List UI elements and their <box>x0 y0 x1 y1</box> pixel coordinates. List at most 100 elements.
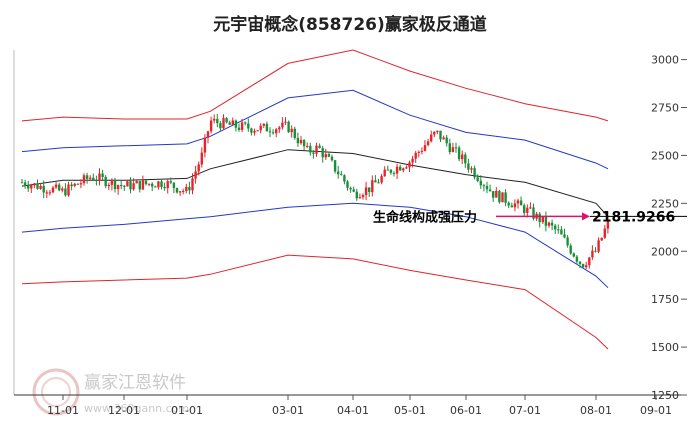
candle-body <box>45 192 48 194</box>
candle-body <box>27 185 30 189</box>
candle-body <box>250 128 253 133</box>
candle-body <box>563 234 566 238</box>
candle-body <box>132 183 135 190</box>
candle-body <box>572 253 575 257</box>
watermark: 赢家江恩软件 www.360gann.com <box>32 368 189 416</box>
candle-body <box>144 180 148 185</box>
candle-body <box>237 127 241 130</box>
candle-body <box>560 229 563 235</box>
x-tick-label: 08-01 <box>580 404 612 417</box>
candle-body <box>420 150 424 152</box>
candle-body <box>550 222 554 226</box>
candle-body <box>467 163 470 170</box>
candle-body <box>175 188 179 193</box>
candle-body <box>138 181 141 190</box>
x-tick-label: 03-01 <box>272 404 304 417</box>
candle-body <box>321 148 324 158</box>
candle-body <box>430 134 433 142</box>
plot-area <box>13 49 687 396</box>
candle-body <box>414 152 417 159</box>
candle-body <box>67 184 70 196</box>
candle-body <box>92 177 95 180</box>
candle-body <box>454 147 458 149</box>
candle-body <box>346 181 349 188</box>
watermark-logo <box>32 368 80 416</box>
candle-body <box>485 185 489 190</box>
candle-body <box>371 180 374 193</box>
candle-body <box>547 222 551 226</box>
candle-body <box>58 184 61 191</box>
candle-body <box>544 216 548 226</box>
candle-body <box>200 152 203 165</box>
candlesticks <box>20 113 610 269</box>
candle-body <box>426 141 430 146</box>
candle-body <box>423 145 427 151</box>
candle-body <box>386 169 389 171</box>
candle-body <box>318 145 321 148</box>
candle-body <box>76 183 79 185</box>
candle-body <box>541 216 544 223</box>
x-tick-label: 05-01 <box>394 404 426 417</box>
candle-body <box>299 139 303 144</box>
candle-body <box>340 174 343 176</box>
candle-body <box>380 176 383 183</box>
candle-body <box>101 173 104 177</box>
candle-body <box>399 166 402 171</box>
candle-body <box>197 164 200 172</box>
candle-body <box>389 169 393 173</box>
candle-body <box>194 171 197 179</box>
candle-body <box>513 203 517 208</box>
candle-body <box>82 175 86 184</box>
candle-body <box>39 185 42 189</box>
candle-body <box>581 264 585 268</box>
candle-body <box>352 189 355 192</box>
candle-body <box>578 261 582 264</box>
candle-body <box>166 181 169 189</box>
candle-body <box>603 228 606 238</box>
candle-body <box>135 181 138 184</box>
candle-body <box>20 182 24 184</box>
annotation: 生命线构成强压力 2181.9266 <box>373 209 687 225</box>
candle-body <box>408 162 411 168</box>
candle-body <box>216 118 219 124</box>
candle-body <box>129 181 132 190</box>
candle-body <box>349 187 352 190</box>
inner-lower-band <box>21 202 609 289</box>
candle-body <box>191 178 194 191</box>
candle-body <box>315 145 318 154</box>
candle-body <box>259 125 262 131</box>
candle-body <box>54 184 58 188</box>
x-tick-label: 06-01 <box>450 404 482 417</box>
candle-body <box>222 118 225 129</box>
candle-body <box>262 123 265 126</box>
candle-body <box>213 118 216 121</box>
y-tick-label: 1500 <box>651 341 679 354</box>
candle-body <box>377 182 380 184</box>
candle-body <box>256 130 259 132</box>
candle-body <box>30 185 33 189</box>
candle-body <box>554 225 557 230</box>
x-tick-label: 09-01 <box>640 404 672 417</box>
candle-body <box>61 188 64 191</box>
candle-body <box>206 131 210 138</box>
candle-body <box>79 183 83 185</box>
candle-body <box>383 169 386 177</box>
candle-body <box>36 183 39 189</box>
candle-body <box>33 183 36 186</box>
candle-body <box>538 213 541 223</box>
y-tick-label: 2500 <box>651 149 679 162</box>
candle-body <box>116 185 120 190</box>
candle-body <box>569 245 572 254</box>
x-tick-label: 01-01 <box>171 404 203 417</box>
candle-body <box>231 120 234 125</box>
candle-body <box>73 183 76 186</box>
watermark-logo-inner <box>41 377 71 407</box>
candle-body <box>523 205 526 213</box>
candle-body <box>70 184 73 187</box>
candle-body <box>51 187 55 193</box>
candle-body <box>364 187 368 196</box>
candle-body <box>172 182 176 188</box>
watermark-text: 赢家江恩软件 <box>84 373 186 393</box>
inner-upper-band <box>21 89 609 170</box>
candle-body <box>98 173 101 181</box>
